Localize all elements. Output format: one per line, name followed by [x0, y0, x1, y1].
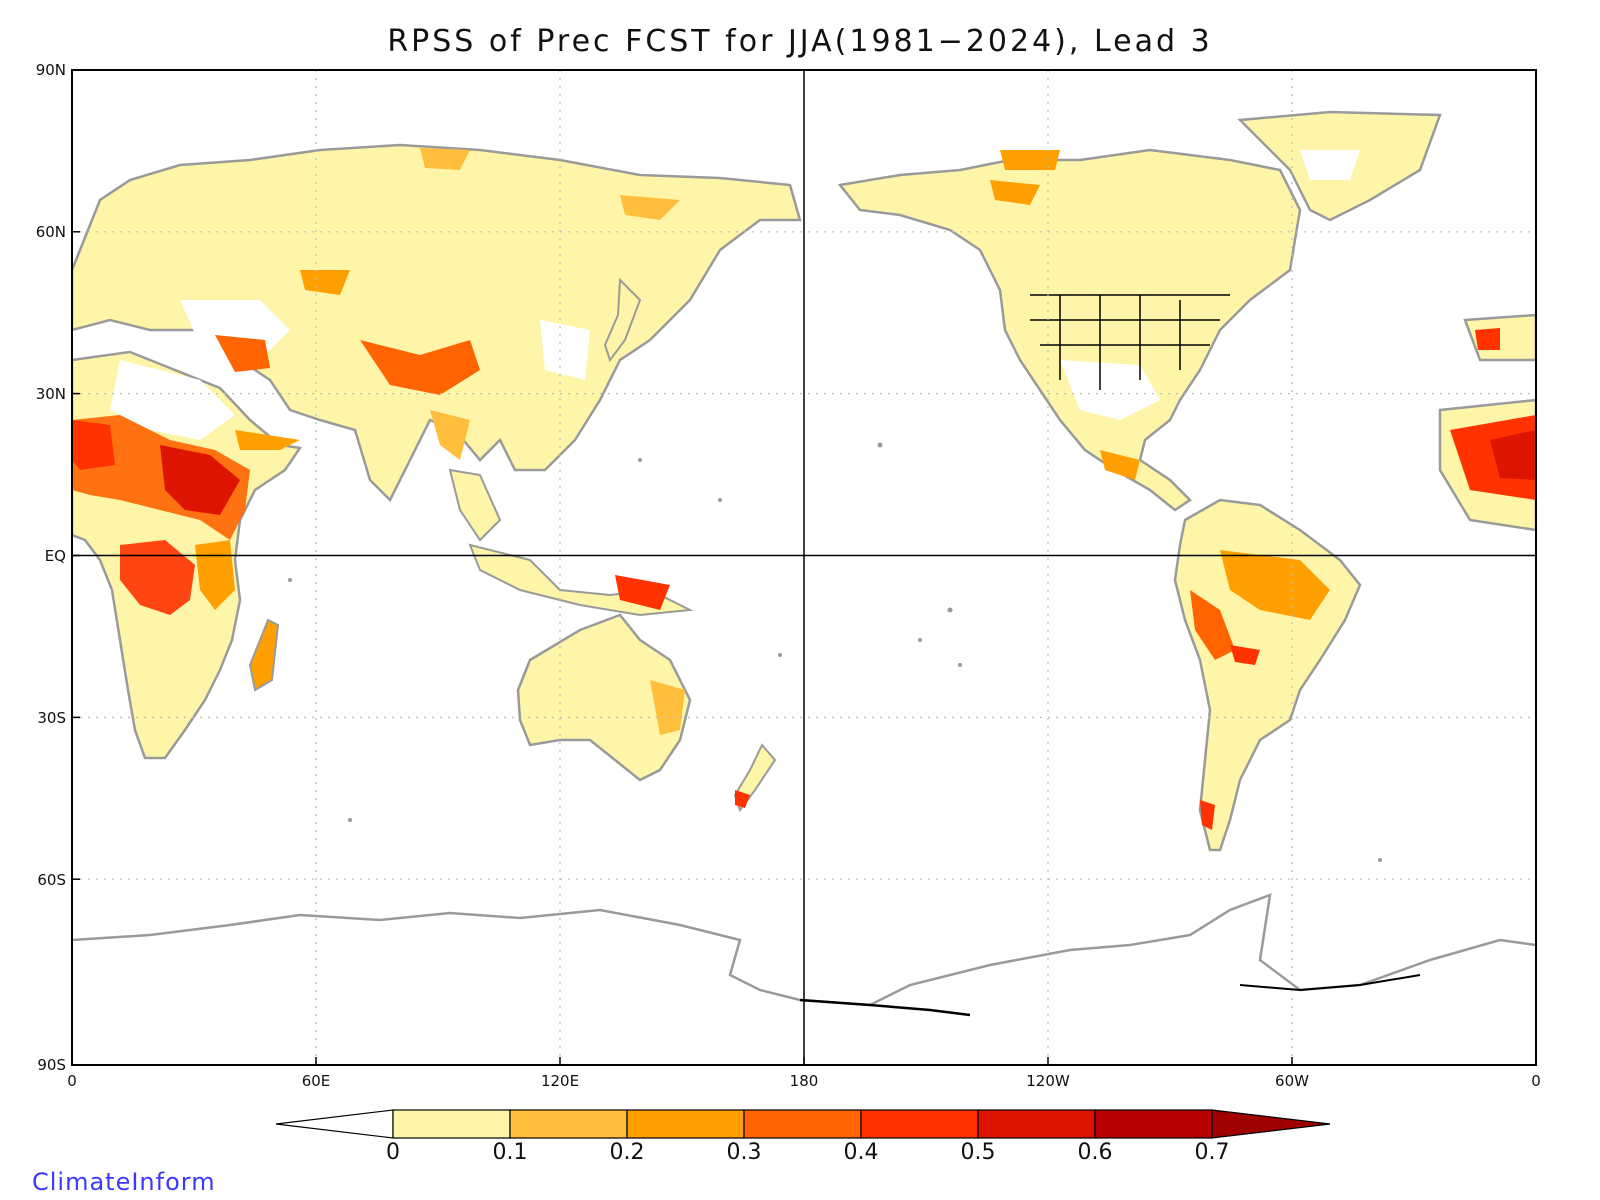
colorbar-label-0: 0: [386, 1140, 400, 1165]
colorbar-swatch-0.4-0.5: [860, 1109, 979, 1139]
arabia-patch: [235, 430, 300, 450]
colorbar-label-0.3: 0.3: [726, 1140, 762, 1165]
colorbar: [275, 1109, 1331, 1139]
eurasia-landmass: [72, 143, 802, 503]
lat-label-60s: 60S: [37, 871, 66, 889]
lat-label-90n: 90N: [35, 61, 66, 79]
africa-east: [195, 540, 235, 610]
us-white: [1060, 360, 1160, 420]
australia-east-patch: [650, 680, 685, 735]
eurasia-region: [72, 143, 802, 617]
north-america-landmass: [837, 148, 1302, 512]
china-white: [540, 320, 590, 380]
lon-label-60w: 60W: [1275, 1072, 1309, 1090]
andes-patch: [1190, 590, 1235, 660]
colorbar-under-triangle: [275, 1109, 394, 1139]
west-africa-right-region: [1438, 313, 1536, 532]
colorbar-label-0.7: 0.7: [1194, 1140, 1230, 1165]
lon-label-180: 180: [789, 1072, 819, 1090]
axis-ticks: [71, 69, 1537, 1066]
colorbar-over-triangle: [1211, 1109, 1331, 1139]
lat-label-90s: 90S: [37, 1056, 66, 1074]
colorbar-swatch-0-0.1: [392, 1109, 511, 1139]
south-america-region: [1173, 498, 1362, 852]
patagonia-patch: [1200, 800, 1215, 830]
colorbar-label-0.1: 0.1: [492, 1140, 528, 1165]
siberia-patch-1: [420, 148, 470, 170]
india-patch: [430, 410, 470, 460]
iberia-right: [1463, 313, 1536, 362]
colorbar-swatch-0.3-0.4: [743, 1109, 862, 1139]
canada-patch-2: [990, 180, 1040, 205]
lon-label-120w: 120W: [1026, 1072, 1070, 1090]
lon-label-0: 0: [67, 1072, 77, 1090]
lon-label-0-right: 0: [1531, 1072, 1541, 1090]
climateinform-watermark: ClimateInform: [32, 1168, 216, 1196]
mongolia-patch: [300, 270, 350, 295]
lat-label-30n: 30N: [35, 385, 66, 403]
colorbar-swatch-0.5-0.6: [977, 1109, 1096, 1139]
siberia-patch-2: [620, 195, 680, 220]
africa-north-white: [110, 360, 235, 440]
colorbar-label-0.4: 0.4: [843, 1140, 879, 1165]
antarctica-ice-shelf: [799, 998, 971, 1017]
amazon-patch: [1220, 550, 1330, 620]
madagascar: [248, 618, 280, 692]
pacific-islands: [288, 442, 1382, 862]
lat-label-60n: 60N: [35, 223, 66, 241]
map-title: RPSS of Prec FCST for JJA(1981−2024), Le…: [387, 24, 1213, 59]
nz-patch: [735, 790, 750, 808]
lon-label-120e: 120E: [540, 1072, 580, 1090]
greenland-white: [1300, 150, 1360, 180]
australia-region: [516, 613, 777, 813]
tibet-patch: [360, 340, 480, 395]
colorbar-label-0.2: 0.2: [609, 1140, 645, 1165]
mexico-patch: [1100, 450, 1140, 480]
canada-patch-1: [1000, 150, 1060, 170]
colorbar-swatch-0.2-0.3: [626, 1109, 745, 1139]
new-guinea-patch: [615, 575, 670, 610]
africa-sahel-core: [160, 445, 240, 515]
bolivia-patch: [1230, 645, 1260, 665]
colorbar-swatch-0.1-0.2: [509, 1109, 628, 1139]
grid-lines: [72, 70, 1536, 1065]
weddell-shelf: [1239, 974, 1421, 992]
japan: [603, 277, 642, 363]
south-america-landmass: [1173, 498, 1362, 852]
north-america-region: [837, 110, 1442, 512]
colorbar-swatch-0.6-0.7: [1094, 1109, 1213, 1139]
se-asia: [448, 468, 502, 542]
lat-label-30s: 30S: [37, 709, 66, 727]
colorbar-label-0.5: 0.5: [960, 1140, 996, 1165]
africa-sahel-west: [72, 420, 115, 470]
west-africa-right-core: [1490, 430, 1536, 480]
map-field: [72, 110, 1536, 1017]
colorbar-label-0.6: 0.6: [1077, 1140, 1113, 1165]
us-state-borders: [1030, 294, 1230, 390]
iberia-right-patch: [1475, 328, 1500, 350]
middle-east-patch: [215, 335, 270, 372]
lon-label-60e: 60E: [301, 1072, 331, 1090]
lat-label-eq: EQ: [44, 547, 66, 565]
africa-central: [120, 540, 195, 615]
australia-landmass: [516, 613, 692, 782]
